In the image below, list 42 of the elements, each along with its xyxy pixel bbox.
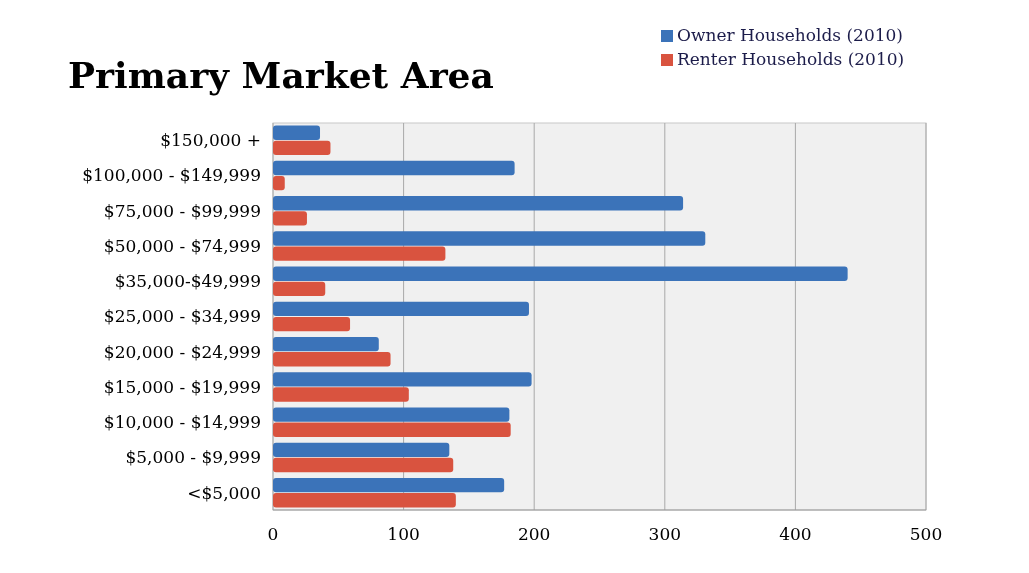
bar <box>273 281 326 297</box>
bar <box>273 336 379 352</box>
x-tick-label: 100 <box>387 524 420 544</box>
x-tick-label: 200 <box>517 524 551 544</box>
bar <box>273 387 409 402</box>
bar <box>273 301 529 317</box>
bar <box>273 175 285 191</box>
bar <box>273 196 684 211</box>
bar <box>273 140 331 156</box>
bar <box>273 231 706 246</box>
x-tick-label: 400 <box>779 524 812 544</box>
y-tick-label: $100,000 - $149,999 <box>82 165 261 186</box>
bar <box>273 316 351 332</box>
bar <box>273 457 454 473</box>
bar <box>273 352 391 367</box>
legend-label: Owner Households (2010) <box>677 25 903 45</box>
bar <box>273 125 321 140</box>
bar <box>273 493 456 508</box>
bar <box>273 211 307 226</box>
bar <box>273 442 450 458</box>
y-tick-label: $10,000 - $14,999 <box>103 412 261 433</box>
bar <box>273 372 532 387</box>
y-tick-label: $15,000 - $19,999 <box>103 376 261 397</box>
y-tick-label: $50,000 - $74,999 <box>103 235 261 256</box>
bar <box>273 477 505 493</box>
y-tick-label: $25,000 - $34,999 <box>103 306 261 327</box>
y-tick-label: <$5,000 <box>187 482 261 503</box>
chart-title: Primary Market Area <box>68 54 494 96</box>
y-tick-label: $20,000 - $24,999 <box>103 341 261 362</box>
bar <box>273 160 515 176</box>
bar <box>273 407 510 422</box>
bar <box>273 246 446 261</box>
y-tick-label: $150,000 + <box>160 130 261 151</box>
bar <box>273 266 848 281</box>
legend-label: Renter Households (2010) <box>677 49 905 69</box>
x-tick-label: 300 <box>648 524 682 544</box>
x-tick-label: 500 <box>909 524 943 544</box>
x-tick-label: 0 <box>267 524 279 544</box>
y-tick-label: $35,000-$49,999 <box>114 271 261 292</box>
y-tick-label: $5,000 - $9,999 <box>125 447 261 468</box>
bar <box>273 422 511 437</box>
y-tick-label: $75,000 - $99,999 <box>103 200 261 221</box>
